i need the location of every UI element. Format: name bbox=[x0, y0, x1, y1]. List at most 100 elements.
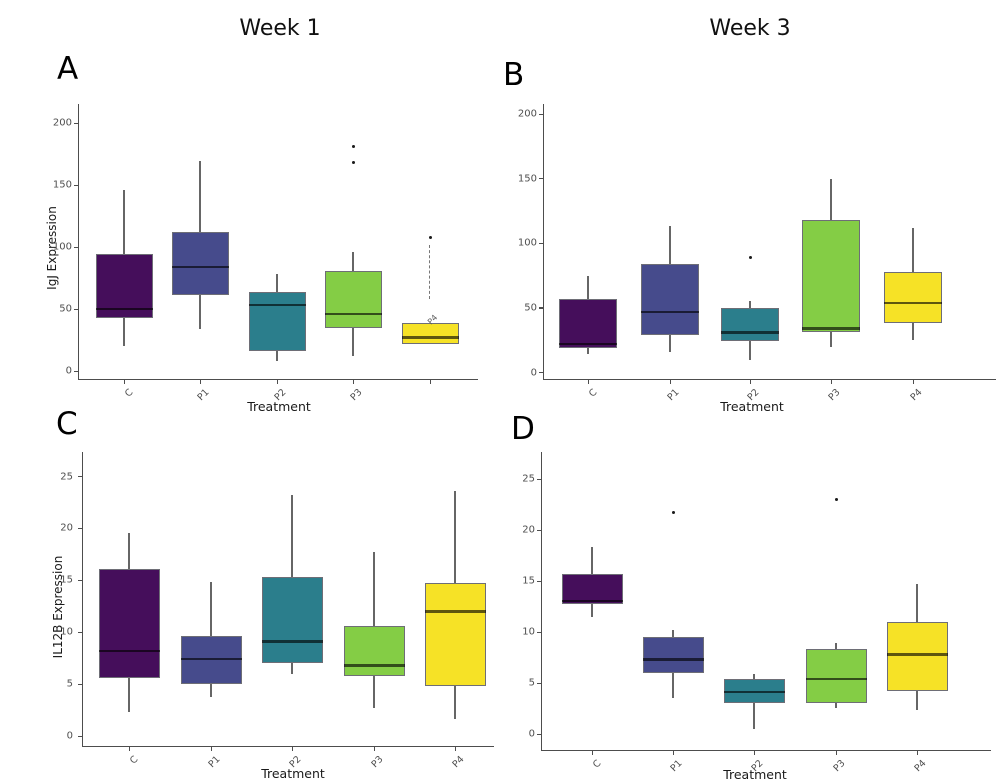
x-tick-label-text: P3 bbox=[831, 758, 848, 775]
y-tick-label-D-15: 15 bbox=[522, 575, 535, 587]
x-tick-label-text: C bbox=[123, 387, 136, 400]
y-tick-label-D-10: 10 bbox=[522, 626, 535, 638]
box-A-P3-outlier-0 bbox=[351, 161, 355, 165]
y-tick-D-20 bbox=[537, 529, 541, 531]
box-A-P2 bbox=[248, 291, 306, 352]
x-tick-D-P4 bbox=[916, 751, 918, 755]
box-B-P3-whisker-lo bbox=[830, 332, 832, 347]
y-axis-line-D bbox=[541, 452, 543, 750]
x-tick-label-text: C bbox=[128, 754, 141, 767]
box-C-P1-whisker-lo bbox=[210, 684, 212, 697]
y-tick-A-200 bbox=[74, 122, 78, 124]
box-D-P1-outlier-0 bbox=[671, 511, 675, 515]
box-D-P1-whisker-lo bbox=[672, 672, 674, 699]
y-tick-A-150 bbox=[74, 184, 78, 186]
box-B-P1-whisker-lo bbox=[669, 335, 671, 352]
y-tick-label-B-50: 50 bbox=[524, 302, 537, 314]
box-C-P2-median bbox=[261, 640, 323, 643]
y-tick-B-150 bbox=[539, 178, 543, 180]
x-tick-label-text: P3 bbox=[826, 387, 843, 404]
box-C-P3-whisker-hi bbox=[373, 552, 375, 626]
y-axis-title-C: IL12B Expression bbox=[51, 555, 65, 659]
x-axis-line-D bbox=[541, 750, 991, 752]
y-tick-D-5 bbox=[537, 682, 541, 684]
x-tick-label-text: P4 bbox=[908, 387, 925, 404]
x-tick-A-P2 bbox=[276, 380, 278, 384]
y-tick-A-50 bbox=[74, 308, 78, 310]
box-A-C-whisker-lo bbox=[123, 317, 125, 347]
box-B-P4-whisker-hi bbox=[912, 227, 914, 272]
y-tick-C-5 bbox=[78, 683, 82, 685]
box-B-C-whisker-lo bbox=[587, 347, 589, 355]
y-tick-A-100 bbox=[74, 246, 78, 248]
x-tick-label-text: P1 bbox=[665, 387, 682, 404]
x-tick-C-C bbox=[128, 747, 130, 751]
box-B-P2-whisker-hi bbox=[749, 301, 751, 308]
panel-label-D: D bbox=[511, 411, 535, 447]
y-tick-B-200 bbox=[539, 113, 543, 115]
box-C-P3-median bbox=[343, 664, 405, 667]
box-D-P4 bbox=[886, 621, 948, 692]
box-C-P4 bbox=[424, 583, 486, 687]
y-tick-B-50 bbox=[539, 307, 543, 309]
x-tick-C-P1 bbox=[210, 747, 212, 751]
x-axis-title-B: Treatment bbox=[720, 399, 784, 414]
box-D-P3 bbox=[805, 649, 867, 704]
x-tick-label-text: P1 bbox=[668, 758, 685, 775]
x-tick-D-P3 bbox=[835, 751, 837, 755]
x-tick-label-text: P1 bbox=[195, 387, 212, 404]
x-tick-D-C bbox=[591, 751, 593, 755]
box-A-P1-whisker-hi bbox=[199, 161, 201, 233]
box-B-C bbox=[559, 298, 617, 348]
box-B-C-whisker-hi bbox=[587, 275, 589, 299]
x-tick-A-P4 bbox=[429, 380, 431, 384]
box-D-P4-median bbox=[886, 653, 948, 656]
y-tick-label-A-150: 150 bbox=[52, 179, 72, 191]
y-tick-label-B-100: 100 bbox=[517, 237, 537, 249]
y-tick-label-B-150: 150 bbox=[517, 173, 537, 185]
box-C-C-median bbox=[98, 649, 160, 652]
y-tick-label-B-200: 200 bbox=[517, 108, 537, 120]
x-tick-A-C bbox=[123, 380, 125, 384]
y-tick-label-C-5: 5 bbox=[66, 678, 73, 690]
box-A-P4-outlier-0 bbox=[428, 235, 432, 239]
x-tick-D-P1 bbox=[672, 751, 674, 755]
box-C-C-whisker-hi bbox=[128, 532, 130, 569]
y-tick-label-C-20: 20 bbox=[60, 522, 73, 534]
x-tick-label-text: P1 bbox=[206, 754, 223, 771]
box-A-P1 bbox=[171, 232, 229, 296]
x-tick-B-P3 bbox=[830, 380, 832, 384]
box-D-C bbox=[561, 573, 623, 605]
box-D-P4-whisker-lo bbox=[916, 691, 918, 710]
box-A-P3-median bbox=[324, 312, 382, 316]
y-tick-C-20 bbox=[78, 527, 82, 530]
box-A-P2-whisker-hi bbox=[276, 274, 278, 292]
y-tick-A-0 bbox=[74, 370, 78, 372]
y-tick-label-C-0: 0 bbox=[66, 730, 73, 742]
box-B-P4-whisker-lo bbox=[912, 323, 914, 341]
y-tick-B-100 bbox=[539, 242, 543, 244]
x-axis-title-A: Treatment bbox=[247, 399, 311, 414]
y-tick-D-15 bbox=[537, 580, 541, 582]
column-title-week3: Week 3 bbox=[709, 16, 791, 41]
box-C-P1-median bbox=[180, 658, 242, 661]
panel-label-B: B bbox=[503, 57, 525, 93]
box-C-P4-median bbox=[424, 610, 486, 613]
box-C-P2-whisker-hi bbox=[291, 495, 293, 578]
y-axis-line-B bbox=[543, 104, 545, 379]
box-C-P2 bbox=[261, 577, 323, 664]
box-D-P1 bbox=[642, 637, 704, 673]
box-D-P1-whisker-hi bbox=[672, 629, 674, 638]
box-D-P2-whisker-lo bbox=[753, 703, 755, 729]
y-tick-label-C-15: 15 bbox=[60, 574, 73, 586]
box-C-P1-whisker-hi bbox=[210, 582, 212, 637]
box-D-P4-whisker-hi bbox=[916, 584, 918, 622]
y-tick-D-25 bbox=[537, 478, 541, 480]
y-tick-C-10 bbox=[78, 631, 82, 633]
x-tick-label-text: P4 bbox=[912, 758, 929, 775]
y-tick-label-C-25: 25 bbox=[60, 471, 73, 482]
box-D-P3-outlier-0 bbox=[834, 497, 838, 501]
y-tick-B-0 bbox=[539, 372, 543, 374]
box-C-P2-whisker-lo bbox=[291, 663, 293, 674]
box-B-C-median bbox=[559, 342, 617, 346]
